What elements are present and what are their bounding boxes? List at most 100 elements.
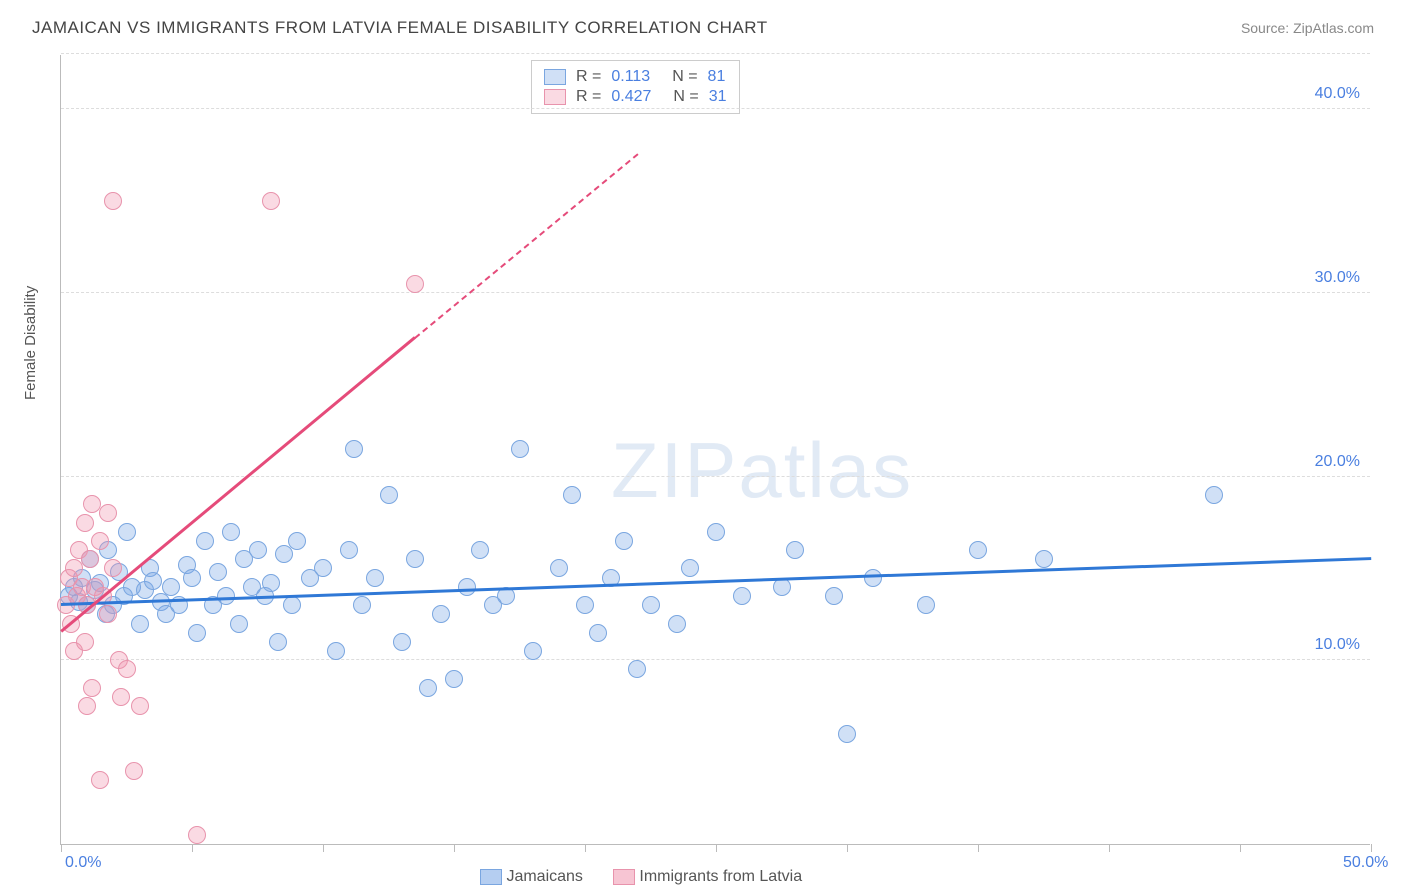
chart-title: JAMAICAN VS IMMIGRANTS FROM LATVIA FEMAL… [32,18,768,38]
data-point [786,541,804,559]
y-tick-label: 40.0% [1315,85,1360,103]
gridline [61,108,1370,109]
data-point [353,596,371,614]
scatter-chart: ZIPatlas R = 0.113N = 81R = 0.427N = 31 … [60,55,1370,845]
x-tick [61,844,62,852]
data-point [681,559,699,577]
data-point [1205,486,1223,504]
legend-item: Jamaicans [480,868,583,886]
data-point [550,559,568,577]
data-point [76,514,94,532]
data-point [642,596,660,614]
data-point [458,578,476,596]
x-tick [454,844,455,852]
data-point [340,541,358,559]
x-tick [1371,844,1372,852]
gridline [61,292,1370,293]
data-point [262,192,280,210]
x-tick [847,844,848,852]
data-point [917,596,935,614]
x-tick [1240,844,1241,852]
trend-line [60,337,415,633]
data-point [380,486,398,504]
data-point [222,523,240,541]
data-point [269,633,287,651]
data-point [196,532,214,550]
x-tick [1109,844,1110,852]
data-point [615,532,633,550]
data-point [131,615,149,633]
gridline [61,659,1370,660]
data-point [99,605,117,623]
data-point [104,559,122,577]
data-point [249,541,267,559]
x-tick-label: 50.0% [1343,854,1388,872]
source-attribution: Source: ZipAtlas.com [1241,20,1374,36]
data-point [668,615,686,633]
data-point [188,624,206,642]
gridline [61,53,1370,54]
data-point [563,486,581,504]
y-axis-label: Female Disability [22,286,39,400]
data-point [91,532,109,550]
x-tick [716,844,717,852]
data-point [76,633,94,651]
x-tick-label: 0.0% [65,854,101,872]
data-point [230,615,248,633]
correlation-row: R = 0.113N = 81 [544,68,727,86]
data-point [484,596,502,614]
data-point [262,574,280,592]
data-point [511,440,529,458]
x-tick [192,844,193,852]
data-point [825,587,843,605]
data-point [283,596,301,614]
correlation-row: R = 0.427N = 31 [544,88,727,106]
data-point [406,275,424,293]
data-point [406,550,424,568]
data-point [419,679,437,697]
y-tick-label: 30.0% [1315,269,1360,287]
gridline [61,476,1370,477]
data-point [432,605,450,623]
data-point [144,572,162,590]
data-point [733,587,751,605]
data-point [188,826,206,844]
x-tick [978,844,979,852]
data-point [524,642,542,660]
data-point [1035,550,1053,568]
x-tick [585,844,586,852]
data-point [209,563,227,581]
data-point [78,697,96,715]
legend-item: Immigrants from Latvia [613,868,802,886]
watermark: ZIPatlas [611,425,913,516]
data-point [81,550,99,568]
correlation-legend: R = 0.113N = 81 R = 0.427N = 31 [531,60,740,114]
data-point [91,771,109,789]
trend-line [414,153,638,338]
data-point [162,578,180,596]
data-point [118,660,136,678]
data-point [183,569,201,587]
data-point [345,440,363,458]
data-point [628,660,646,678]
y-tick-label: 10.0% [1315,636,1360,654]
data-point [125,762,143,780]
data-point [83,679,101,697]
data-point [969,541,987,559]
data-point [366,569,384,587]
series-legend: Jamaicans Immigrants from Latvia [480,868,802,886]
data-point [707,523,725,541]
data-point [327,642,345,660]
data-point [864,569,882,587]
data-point [118,523,136,541]
data-point [112,688,130,706]
data-point [589,624,607,642]
data-point [576,596,594,614]
data-point [471,541,489,559]
y-tick-label: 20.0% [1315,453,1360,471]
data-point [314,559,332,577]
data-point [393,633,411,651]
data-point [838,725,856,743]
data-point [131,697,149,715]
data-point [104,192,122,210]
